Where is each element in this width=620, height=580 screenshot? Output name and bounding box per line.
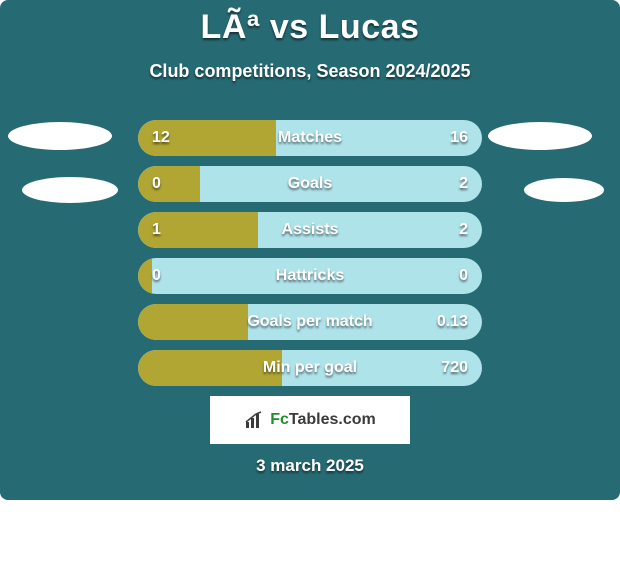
stat-label: Goals per match bbox=[247, 313, 372, 331]
stat-left-value: 0 bbox=[152, 267, 161, 285]
stat-label: Goals bbox=[288, 175, 332, 193]
team-badge-left-1 bbox=[8, 122, 112, 150]
brand-rest: Tables.com bbox=[289, 411, 376, 428]
stat-right-value: 0.13 bbox=[437, 313, 468, 331]
stat-right-value: 720 bbox=[441, 359, 468, 377]
brand-text: FcTables.com bbox=[270, 411, 376, 429]
team-badge-left-2 bbox=[22, 177, 118, 203]
stat-right-value: 2 bbox=[459, 221, 468, 239]
stat-row-fill bbox=[138, 350, 282, 386]
stat-row-fill bbox=[138, 304, 248, 340]
stage: LÃª vs Lucas Club competitions, Season 2… bbox=[0, 0, 620, 580]
stat-rows: 12 Matches 16 0 Goals 2 1 Assists 2 0 Hattricks 0 Go… bbox=[138, 120, 482, 396]
comparison-card: LÃª vs Lucas Club competitions, Season 2… bbox=[0, 0, 620, 500]
brand-icon bbox=[244, 410, 264, 430]
stat-row-fill bbox=[138, 258, 152, 294]
subtitle: Club competitions, Season 2024/2025 bbox=[0, 61, 620, 82]
stat-row: Goals per match 0.13 bbox=[138, 304, 482, 340]
brand-badge: FcTables.com bbox=[210, 396, 410, 444]
stat-row-fill bbox=[138, 166, 200, 202]
stat-label: Hattricks bbox=[276, 267, 344, 285]
stat-right-value: 2 bbox=[459, 175, 468, 193]
stat-row: 0 Goals 2 bbox=[138, 166, 482, 202]
stat-right-value: 0 bbox=[459, 267, 468, 285]
stat-row: Min per goal 720 bbox=[138, 350, 482, 386]
stat-left-value: 12 bbox=[152, 129, 170, 147]
stat-right-value: 16 bbox=[450, 129, 468, 147]
stat-left-value: 0 bbox=[152, 175, 161, 193]
stat-label: Min per goal bbox=[263, 359, 357, 377]
stat-left-value: 1 bbox=[152, 221, 161, 239]
stat-row: 0 Hattricks 0 bbox=[138, 258, 482, 294]
stat-row: 1 Assists 2 bbox=[138, 212, 482, 248]
brand-prefix: Fc bbox=[270, 411, 289, 428]
team-badge-right-1 bbox=[488, 122, 592, 150]
team-badge-right-2 bbox=[524, 178, 604, 202]
date-label: 3 march 2025 bbox=[256, 456, 364, 476]
stat-label: Matches bbox=[278, 129, 342, 147]
stat-row: 12 Matches 16 bbox=[138, 120, 482, 156]
page-title: LÃª vs Lucas bbox=[0, 0, 620, 47]
stat-label: Assists bbox=[282, 221, 339, 239]
